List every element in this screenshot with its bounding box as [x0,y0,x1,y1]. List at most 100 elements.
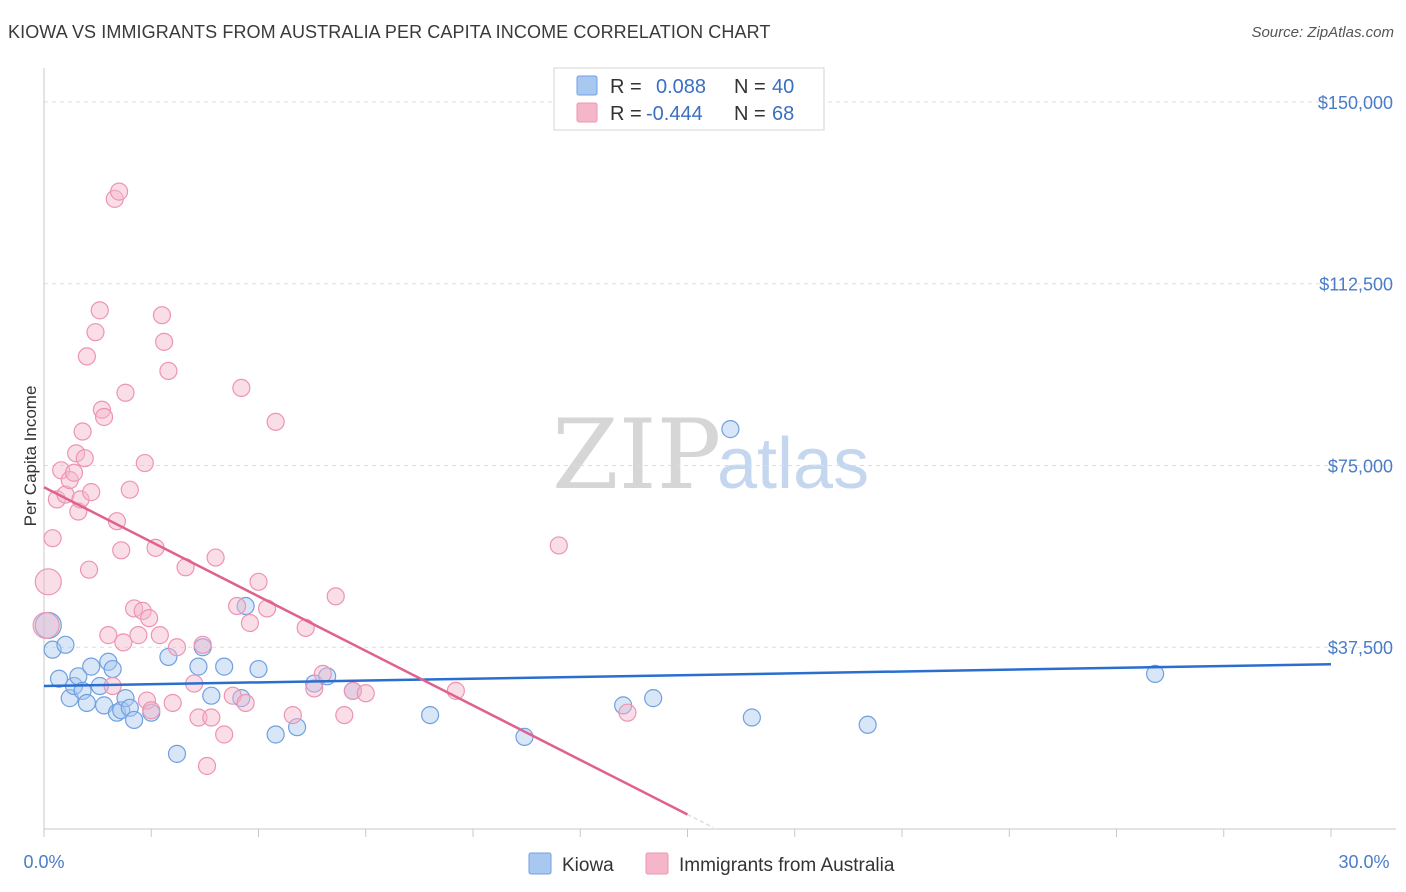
australia-point-41 [163,693,182,713]
australia-point-28 [120,480,139,499]
bottom-legend-swatch-kiowa [528,852,552,875]
australia-point-37 [150,626,169,645]
kiowa-point-41 [1146,664,1165,683]
kiowa-point-29 [266,725,285,744]
data-points [32,182,1165,776]
bottom-legend-label-australia: Immigrants from Australia [679,855,895,876]
australia-point-52 [227,596,247,616]
trend-lines [43,486,1332,829]
australia-point-31 [133,601,152,620]
australia-point-15 [82,483,101,502]
legend-n-value-australia: 68 [772,103,794,125]
australia-point-27 [116,383,135,402]
x-ticks [43,829,1332,837]
legend-r-value-australia: -0.444 [646,103,703,125]
australia-point-45 [189,708,208,727]
legend-n-label-kiowa: N = [734,76,766,98]
australia-point-58 [266,412,285,431]
australia-trend-line [43,486,689,816]
kiowa-point-38 [721,420,740,439]
australia-point-59 [283,705,302,725]
australia-point-8 [67,444,86,463]
kiowa-point-3 [56,635,75,654]
australia-point-62 [313,664,332,683]
australia-point-26 [114,633,133,652]
gridlines [44,101,1396,648]
australia-point-60 [296,618,315,637]
legend-swatch-kiowa [576,75,598,96]
australia-point-63 [326,587,345,606]
australia-trend-extension [687,813,714,829]
kiowa-point-8 [77,693,97,713]
australia-point-55 [240,613,260,633]
australia-point-34 [140,609,159,628]
kiowa-point-16 [116,689,135,708]
legend-r-label-kiowa: R = [610,76,642,98]
australia-point-53 [232,378,251,398]
source-label: Source: ZipAtlas.com [1251,24,1394,41]
australia-point-50 [215,725,234,744]
australia-point-18 [92,400,112,419]
australia-point-32 [135,453,154,473]
australia-point-33 [137,691,157,710]
kiowa-point-24 [202,686,221,705]
australia-point-49 [206,548,225,567]
legend-box-frame [553,67,825,131]
australia-point-40 [159,361,178,381]
kiowa-point-18 [124,710,144,730]
y-tick-label-2: $112,500 [1319,275,1393,295]
australia-point-12 [75,449,94,468]
australia-point-67 [549,536,568,555]
legend-box: R = 0.088 N = 40 R = -0.444 N = 68 [553,67,825,131]
x-tick-label-left: 0.0% [23,852,64,872]
legend-r-value-kiowa: 0.088 [656,76,706,98]
kiowa-point-34 [421,705,440,725]
x-tick-label-right: 30.0% [1338,852,1389,872]
kiowa-point-39 [742,708,761,727]
y-tick-labels: $37,500 $75,000 $112,500 $150,000 [1318,93,1393,658]
australia-point-47 [197,756,217,776]
australia-point-11 [73,422,92,441]
legend-n-value-kiowa: 40 [772,76,794,98]
watermark: ZIP atlas [552,399,869,511]
kiowa-point-17 [120,698,139,717]
bottom-legend-label-kiowa: Kiowa [562,855,614,876]
legend-swatch-australia [576,102,598,123]
kiowa-trend-line [43,662,1332,688]
chart-title: KIOWA VS IMMIGRANTS FROM AUSTRALIA PER C… [8,22,771,42]
legend-r-label-australia: R = [610,103,642,125]
australia-point-16 [86,323,105,342]
australia-point-17 [90,301,109,320]
kiowa-point-28 [249,659,268,679]
y-tick-label-1: $75,000 [1328,456,1393,476]
australia-point-61 [305,679,324,698]
australia-point-56 [249,572,268,591]
watermark-zip: ZIP [552,399,721,511]
australia-point-42 [167,638,187,657]
kiowa-point-30 [288,718,307,737]
australia-point-14 [79,560,99,579]
australia-point-48 [202,708,221,727]
kiowa-point-2 [49,669,69,688]
australia-point-64 [335,705,354,725]
watermark-atlas: atlas [717,424,869,504]
legend-n-label-australia: N = [734,103,766,125]
australia-point-25 [112,541,131,560]
kiowa-point-22 [189,657,208,676]
australia-point-35 [142,701,161,720]
australia-point-13 [77,347,97,366]
y-axis-label: Per Capita Income [21,386,40,527]
y-tick-label-3: $150,000 [1318,93,1393,113]
kiowa-point-13 [103,659,122,679]
australia-point-69 [618,703,637,722]
kiowa-point-25 [215,657,234,676]
kiowa-point-37 [644,689,663,708]
australia-point-20 [99,626,118,645]
kiowa-point-40 [858,715,877,734]
australia-point-38 [152,306,172,325]
australia-point-7 [64,463,84,482]
australia-point-1 [34,568,62,596]
australia-point-66 [356,684,375,703]
bottom-legend: Kiowa Immigrants from Australia [528,852,895,876]
